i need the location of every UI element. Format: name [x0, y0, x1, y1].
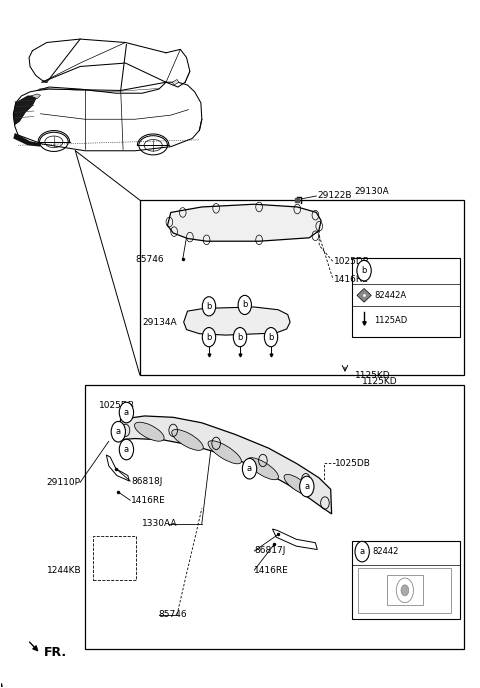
Circle shape [202, 327, 216, 347]
Bar [93, 536, 136, 581]
Text: b: b [206, 302, 212, 311]
Circle shape [300, 476, 314, 497]
Text: a: a [124, 408, 129, 417]
Bar [140, 200, 464, 375]
Circle shape [233, 327, 247, 347]
Text: 1244KB: 1244KB [47, 566, 82, 574]
Text: FR.: FR. [43, 646, 67, 659]
Text: 86817J: 86817J [254, 546, 286, 555]
Text: a: a [360, 547, 365, 556]
Circle shape [357, 260, 371, 281]
Polygon shape [168, 204, 321, 241]
Bar [352, 541, 459, 619]
Text: 1416RE: 1416RE [254, 566, 289, 574]
Text: b: b [268, 332, 274, 342]
Text: 86818J: 86818J [131, 477, 163, 486]
Circle shape [119, 402, 133, 423]
Ellipse shape [172, 429, 204, 451]
Polygon shape [116, 416, 332, 514]
FancyArrow shape [0, 683, 2, 687]
Text: 1330AA: 1330AA [142, 519, 178, 528]
Circle shape [202, 297, 216, 316]
Text: 1125KD: 1125KD [362, 377, 397, 386]
Text: 29134A: 29134A [143, 318, 177, 327]
Text: 1025DB: 1025DB [334, 257, 370, 266]
Text: 1416RE: 1416RE [334, 275, 369, 284]
Text: 29110P: 29110P [46, 478, 80, 487]
Text: a: a [124, 445, 129, 454]
Bar [359, 568, 451, 612]
Text: 1025DB: 1025DB [336, 459, 372, 468]
Text: b: b [361, 266, 367, 275]
Text: 29130A: 29130A [355, 187, 389, 196]
Polygon shape [13, 133, 40, 147]
Circle shape [111, 422, 125, 442]
Text: 82442: 82442 [372, 547, 399, 556]
Text: 29122B: 29122B [318, 191, 352, 200]
Circle shape [401, 585, 408, 596]
Polygon shape [184, 307, 290, 335]
Bar [387, 575, 423, 605]
Polygon shape [13, 96, 37, 125]
Ellipse shape [134, 422, 164, 441]
Text: 82442A: 82442A [374, 291, 407, 300]
Bar [352, 259, 459, 337]
Polygon shape [357, 288, 371, 302]
Ellipse shape [247, 458, 278, 480]
Ellipse shape [284, 475, 311, 495]
Polygon shape [172, 80, 179, 85]
Circle shape [242, 458, 257, 479]
Text: 85746: 85746 [135, 255, 164, 264]
Text: 1125KD: 1125KD [355, 372, 390, 380]
Text: a: a [304, 482, 310, 491]
Text: 85746: 85746 [159, 610, 188, 619]
Ellipse shape [208, 441, 241, 464]
Circle shape [119, 439, 133, 460]
Text: b: b [206, 332, 212, 342]
Text: a: a [247, 464, 252, 473]
Text: 1125AD: 1125AD [374, 316, 408, 325]
Text: 1025DB: 1025DB [99, 401, 135, 410]
Text: a: a [116, 427, 121, 436]
Text: 1416RE: 1416RE [131, 496, 166, 505]
Circle shape [238, 295, 252, 314]
Polygon shape [31, 94, 40, 98]
Bar [85, 385, 464, 649]
Circle shape [355, 541, 369, 562]
Text: b: b [242, 301, 248, 310]
Text: b: b [237, 332, 243, 342]
Circle shape [264, 327, 278, 347]
